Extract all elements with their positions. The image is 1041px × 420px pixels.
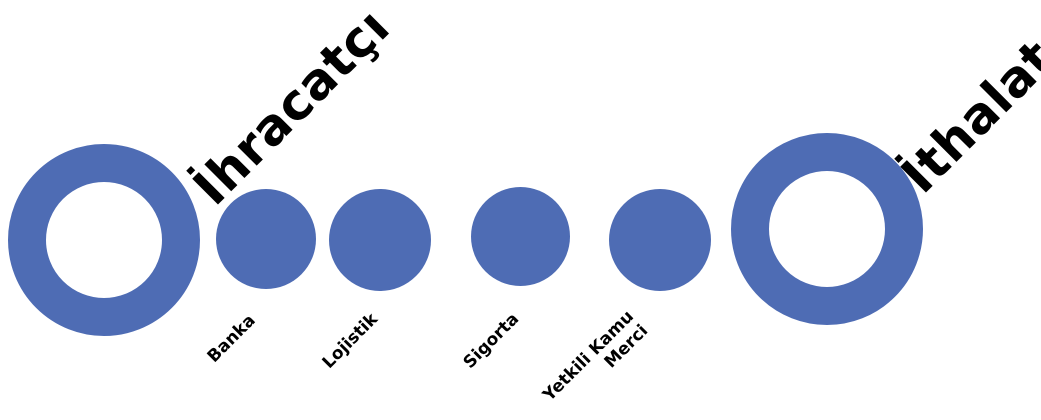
insurance-node — [471, 187, 570, 286]
exporter-ring — [8, 144, 200, 336]
public-authority-node — [609, 189, 711, 291]
bank-label: Banka — [203, 310, 260, 367]
trade-flow-diagram: İhracatçı Banka Lojistik Sigorta Yetkili… — [8, 0, 1041, 405]
exporter-label: İhracatçı — [182, 0, 401, 217]
logistics-node — [329, 189, 431, 291]
logistics-label: Lojistik — [318, 309, 382, 373]
importer-label: İthalatçı — [890, 0, 1041, 205]
bank-node — [216, 189, 316, 289]
insurance-label: Sigorta — [459, 309, 524, 373]
